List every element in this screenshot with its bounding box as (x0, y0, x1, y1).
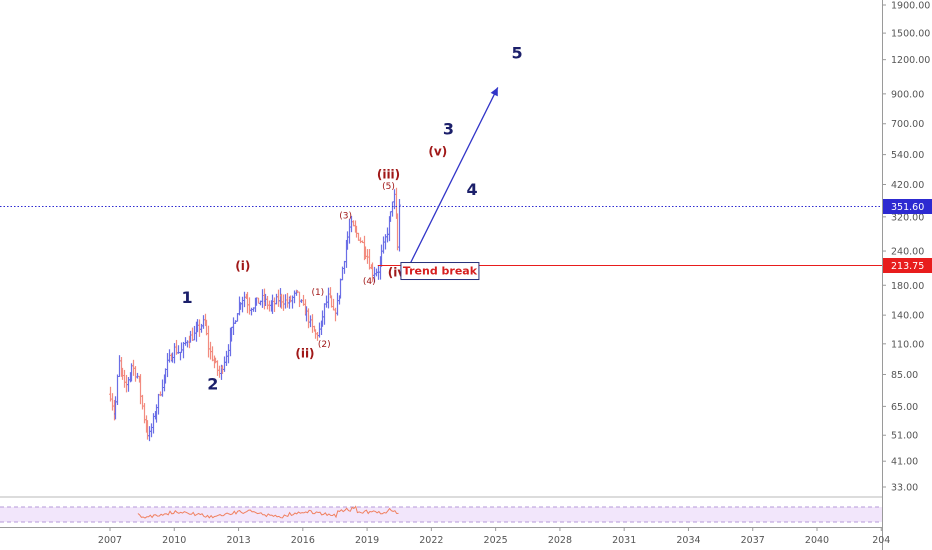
last-price-price-tag: 351.60 (883, 199, 932, 214)
price-axis-label: 240.00 (891, 247, 924, 258)
trend-break-label: Trend break (400, 262, 480, 281)
time-axis-label: 2019 (355, 535, 379, 546)
price-axis-label: 85.00 (891, 370, 918, 381)
price-axis-label: 65.00 (891, 402, 918, 413)
wave-label-3: 4 (466, 180, 477, 199)
wave-label-13: (4) (363, 277, 376, 287)
wave-label-6: (ii) (295, 347, 314, 361)
price-axis-label: 41.00 (891, 457, 918, 468)
wave-label-7: (iii) (377, 167, 400, 181)
price-axis-label: 900.00 (891, 89, 924, 100)
price-axis-label: 1200.00 (891, 55, 930, 66)
svg-text:213.75: 213.75 (891, 261, 924, 272)
price-bars (109, 187, 401, 442)
price-axis-label: 1900.00 (891, 1, 930, 12)
time-axis-label: 2013 (226, 535, 250, 546)
time-axis-label: 2040 (805, 535, 829, 546)
oscillator-line (137, 505, 399, 519)
wave-label-0: 1 (182, 288, 193, 307)
wave-label-1: 2 (207, 374, 218, 393)
wave-label-10: (1) (311, 288, 324, 298)
price-axis-label: 1500.00 (891, 29, 930, 40)
ohlc-bar-162 (398, 199, 401, 252)
wave-label-12: (3) (339, 212, 352, 222)
price-axis-label: 420.00 (891, 180, 924, 191)
time-axis-label: 2034 (676, 535, 700, 546)
price-axis-label: 51.00 (891, 431, 918, 442)
price-axis-label: 110.00 (891, 339, 924, 350)
price-axis[interactable]: 1900.00 1500.00 1200.00 900.00 700.00 540.00 4… (882, 1, 932, 494)
price-axis-label: 140.00 (891, 311, 924, 322)
price-axis-label: 33.00 (891, 483, 918, 494)
wave-label-14: (5) (382, 182, 395, 192)
projection-arrow-head (490, 87, 498, 97)
trend-break-box (400, 262, 480, 281)
oscillator-pane (0, 496, 882, 523)
time-axis-label: 2007 (98, 535, 122, 546)
projection-arrow (409, 87, 499, 265)
time-axis[interactable]: 2007 2010 2013 2016 2019 2022 2025 2028 2031 2034… (98, 527, 890, 546)
time-axis-label: 2037 (741, 535, 765, 546)
time-axis-label: 2016 (291, 535, 315, 546)
time-axis-label: 2031 (612, 535, 636, 546)
time-axis-label: 2010 (162, 535, 186, 546)
time-axis-label: 2028 (548, 535, 572, 546)
price-axis-label: 180.00 (891, 281, 924, 292)
time-axis-label: 2025 (484, 535, 508, 546)
price-axis-label: 320.00 (891, 212, 924, 223)
wave-label-4: 5 (511, 44, 522, 63)
oscillator-band (0, 507, 882, 522)
time-axis-label: 2022 (419, 535, 443, 546)
time-axis-label: 204 (872, 535, 890, 546)
trend-break-text: Trend break (403, 265, 478, 278)
trend-break-price-tag: 213.75 (883, 258, 932, 273)
wave-label-9: (v) (428, 145, 447, 159)
svg-text:351.60: 351.60 (891, 202, 924, 213)
wave-label-2: 3 (443, 119, 454, 138)
price-axis-label: 700.00 (891, 119, 924, 130)
wave-label-5: (i) (235, 259, 250, 273)
wave-label-11: (2) (318, 340, 331, 350)
price-axis-label: 540.00 (891, 150, 924, 161)
